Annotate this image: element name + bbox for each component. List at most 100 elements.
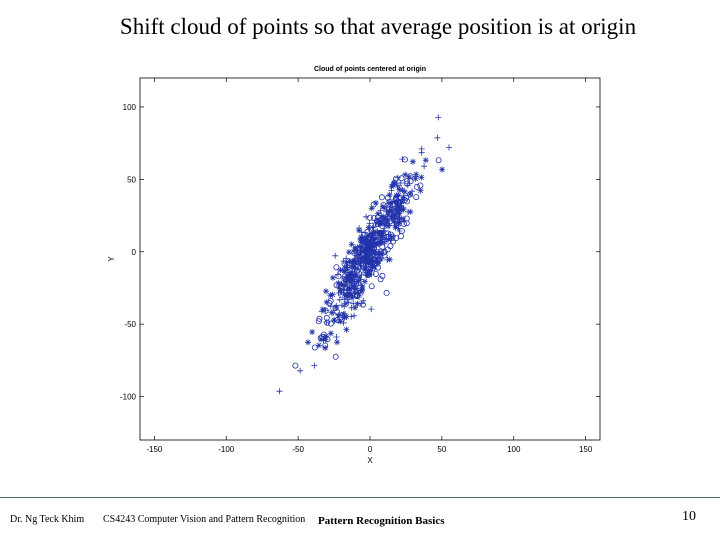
- scatter-point-asterisk: [396, 218, 403, 225]
- scatter-point-asterisk: [362, 252, 369, 259]
- scatter-point-asterisk: [318, 336, 325, 343]
- y-tick-label: -100: [120, 393, 137, 402]
- y-tick-label: 100: [123, 103, 137, 112]
- y-tick-label: 50: [127, 175, 136, 184]
- scatter-point-asterisk: [407, 191, 414, 198]
- scatter-point-circle: [378, 218, 385, 225]
- x-tick-label: -100: [218, 445, 235, 454]
- scatter-point-asterisk: [395, 192, 402, 199]
- scatter-point-circle: [384, 230, 391, 237]
- scatter-point-circle: [407, 173, 414, 180]
- scatter-point-circle: [403, 194, 410, 201]
- scatter-point-circle: [292, 362, 299, 369]
- scatter-point-asterisk: [360, 236, 367, 243]
- scatter-point-plus: [297, 367, 304, 374]
- scatter-point-circle: [397, 233, 404, 240]
- scatter-point-circle: [324, 336, 331, 343]
- scatter-point-plus: [404, 182, 411, 189]
- x-axis-label: X: [367, 456, 373, 465]
- scatter-point-asterisk: [368, 205, 375, 212]
- scatter-point-plus: [397, 180, 404, 186]
- scatter-point-asterisk: [346, 272, 353, 279]
- x-tick-label: 0: [368, 445, 373, 454]
- scatter-point-asterisk: [323, 288, 329, 295]
- scatter-point-asterisk: [367, 232, 373, 239]
- scatter-point-asterisk: [354, 300, 361, 307]
- scatter-point-asterisk: [357, 236, 364, 243]
- scatter-point-plus: [394, 174, 401, 181]
- scatter-point-asterisk: [362, 245, 369, 252]
- scatter-point-asterisk: [367, 267, 373, 274]
- scatter-point-circle: [390, 214, 397, 221]
- scatter-point-asterisk: [322, 336, 329, 343]
- scatter-point-plus: [327, 303, 334, 310]
- scatter-point-plus: [311, 362, 318, 369]
- scatter-point-plus: [350, 246, 357, 253]
- footer-author: Dr. Ng Teck Khim: [10, 514, 85, 525]
- scatter-point-circle: [380, 249, 387, 256]
- scatter-point-circle: [377, 276, 384, 283]
- scatter-point-plus: [366, 245, 373, 251]
- scatter-point-asterisk: [334, 339, 341, 346]
- scatter-point-asterisk: [365, 267, 372, 274]
- page-number: 10: [682, 509, 696, 524]
- scatter-point-plus: [357, 257, 364, 264]
- scatter-point-asterisk: [344, 291, 351, 298]
- scatter-point-plus: [340, 258, 347, 264]
- scatter-point-asterisk: [357, 262, 364, 269]
- scatter-point-asterisk: [343, 313, 350, 320]
- scatter-point-plus: [370, 223, 377, 230]
- scatter-point-asterisk: [327, 292, 334, 299]
- scatter-point-circle: [326, 300, 333, 307]
- scatter-point-plus: [333, 302, 340, 309]
- scatter-point-circle: [389, 238, 396, 245]
- scatter-point-asterisk: [350, 262, 356, 269]
- scatter-point-asterisk: [364, 260, 370, 267]
- footer-divider: [0, 497, 720, 498]
- scatter-point-asterisk: [370, 229, 377, 236]
- scatter-point-asterisk: [375, 249, 382, 256]
- scatter-point-asterisk: [341, 267, 348, 274]
- scatter-point-plus: [446, 144, 452, 151]
- scatter-point-asterisk: [375, 210, 381, 217]
- scatter-point-asterisk: [364, 272, 371, 278]
- scatter-point-circle: [333, 308, 340, 315]
- scatter-point-plus: [358, 282, 365, 289]
- scatter-point-circle: [379, 272, 386, 279]
- scatter-point-asterisk: [305, 339, 311, 346]
- scatter-point-asterisk: [361, 278, 368, 285]
- scatter-point-circle: [413, 183, 420, 190]
- scatter-point-asterisk: [356, 251, 363, 258]
- scatter-point-asterisk: [371, 250, 378, 257]
- scatter-point-circle: [332, 304, 339, 311]
- scatter-point-asterisk: [375, 260, 382, 267]
- scatter-point-asterisk: [361, 265, 368, 272]
- scatter-point-circle: [324, 319, 331, 326]
- scatter-point-plus: [332, 252, 339, 259]
- scatter-point-plus: [336, 296, 343, 303]
- scatter-point-asterisk: [391, 198, 398, 205]
- scatter-point-plus: [322, 307, 329, 314]
- scatter-point-circle: [335, 273, 342, 280]
- slide-title: Shift cloud of points so that average po…: [119, 14, 637, 39]
- scatter-point-plus: [399, 156, 406, 163]
- scatter-point-circle: [333, 282, 340, 289]
- scatter-point-asterisk: [335, 312, 342, 319]
- scatter-point-asterisk: [439, 166, 446, 173]
- scatter-point-asterisk: [396, 210, 403, 217]
- scatter-point-asterisk: [337, 318, 344, 325]
- scatter-point-circle: [381, 252, 388, 259]
- scatter-point-asterisk: [352, 244, 359, 251]
- footer-topic: Pattern Recognition Basics: [318, 515, 445, 527]
- scatter-point-circle: [332, 353, 339, 360]
- scatter-point-circle: [366, 214, 373, 221]
- scatter-point-asterisk: [309, 329, 316, 335]
- scatter-point-asterisk: [348, 241, 355, 248]
- scatter-point-asterisk: [353, 260, 360, 267]
- scatter-point-plus: [351, 278, 358, 285]
- scatter-point-plus: [396, 228, 403, 234]
- scatter-point-asterisk: [345, 249, 352, 256]
- scatter-point-circle: [398, 175, 405, 182]
- scatter-point-asterisk: [349, 294, 355, 301]
- scatter-point-circle: [311, 344, 318, 351]
